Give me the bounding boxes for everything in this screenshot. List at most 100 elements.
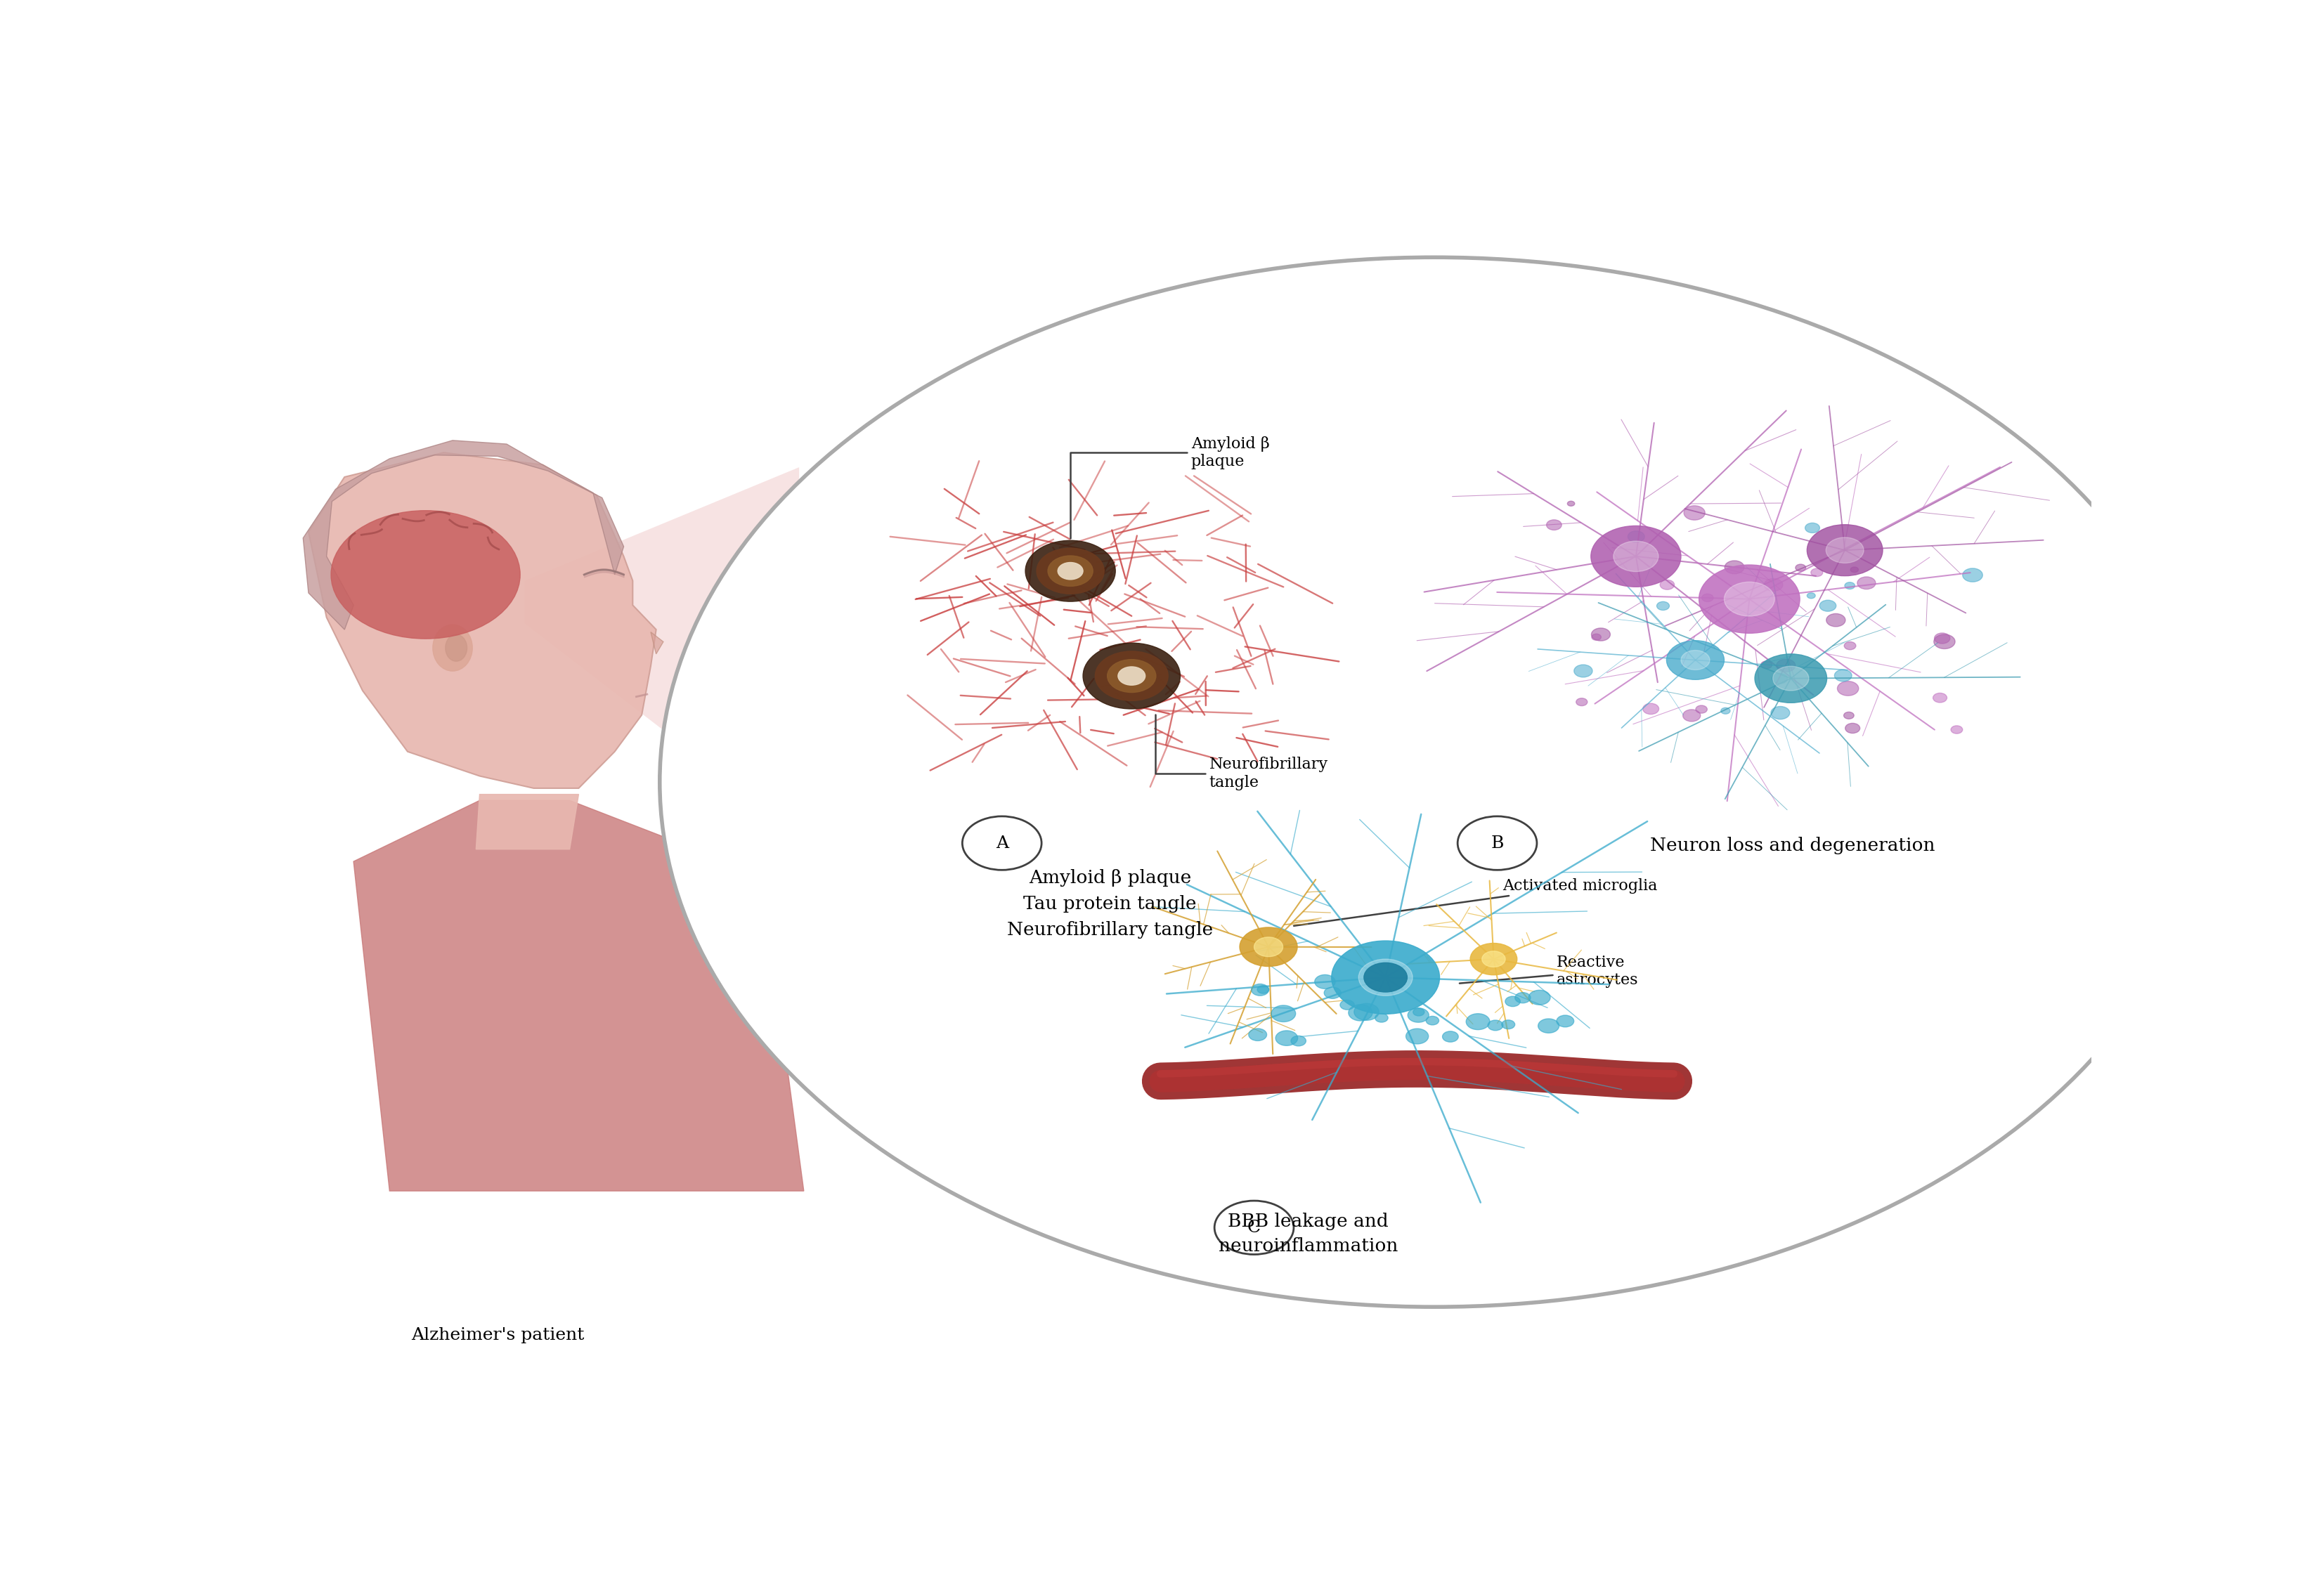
Polygon shape <box>353 800 804 1190</box>
Text: Alzheimer's patient: Alzheimer's patient <box>411 1327 583 1342</box>
Circle shape <box>1408 1008 1429 1022</box>
Circle shape <box>1355 1003 1378 1021</box>
Circle shape <box>1364 962 1408 992</box>
Circle shape <box>660 257 2208 1308</box>
Circle shape <box>1827 537 1864 563</box>
Circle shape <box>1964 569 1982 582</box>
Circle shape <box>1457 816 1536 870</box>
Circle shape <box>1934 634 1954 648</box>
Circle shape <box>1406 1029 1429 1045</box>
Circle shape <box>1592 628 1611 640</box>
Circle shape <box>1850 567 1859 572</box>
Circle shape <box>1845 642 1857 650</box>
Circle shape <box>1627 531 1645 542</box>
Circle shape <box>1083 644 1181 708</box>
Polygon shape <box>525 468 799 835</box>
PathPatch shape <box>302 441 623 629</box>
Circle shape <box>1332 941 1439 1014</box>
Circle shape <box>1810 569 1822 577</box>
Text: Activated microglia: Activated microglia <box>1294 878 1657 926</box>
Ellipse shape <box>446 634 467 661</box>
Text: BBB leakage and
neuroinflammation: BBB leakage and neuroinflammation <box>1218 1213 1397 1255</box>
Circle shape <box>1773 674 1787 683</box>
Circle shape <box>1827 613 1845 626</box>
Circle shape <box>1701 594 1713 602</box>
Circle shape <box>1683 710 1701 721</box>
Circle shape <box>1685 506 1706 520</box>
Circle shape <box>1257 986 1269 994</box>
Ellipse shape <box>330 510 521 639</box>
Circle shape <box>1697 705 1708 713</box>
Circle shape <box>1838 682 1859 696</box>
Text: Amyloid β plaque
Tau protein tangle
Neurofibrillary tangle: Amyloid β plaque Tau protein tangle Neur… <box>1006 870 1213 938</box>
Circle shape <box>1776 659 1796 672</box>
Circle shape <box>1427 1016 1439 1025</box>
Text: A: A <box>995 835 1009 851</box>
Circle shape <box>1376 1013 1387 1022</box>
Text: Reactive
astrocytes: Reactive astrocytes <box>1459 954 1638 987</box>
Circle shape <box>1248 1029 1267 1041</box>
Circle shape <box>1845 582 1855 590</box>
Circle shape <box>1501 1021 1515 1029</box>
Circle shape <box>1529 991 1550 1005</box>
Circle shape <box>1566 501 1576 506</box>
Circle shape <box>1095 651 1169 701</box>
Circle shape <box>1341 1000 1355 1010</box>
Circle shape <box>1857 577 1875 590</box>
Circle shape <box>1413 1008 1425 1016</box>
PathPatch shape <box>651 632 662 655</box>
Circle shape <box>1834 669 1852 682</box>
Circle shape <box>1666 640 1724 680</box>
Circle shape <box>1538 1019 1559 1033</box>
Circle shape <box>1106 659 1155 693</box>
Circle shape <box>1950 726 1961 734</box>
Circle shape <box>1573 664 1592 677</box>
Circle shape <box>1443 1032 1459 1041</box>
Circle shape <box>1724 561 1745 574</box>
Text: Neurofibrillary
tangle: Neurofibrillary tangle <box>1155 715 1327 791</box>
Text: C: C <box>1248 1219 1262 1236</box>
Circle shape <box>1592 526 1680 586</box>
Circle shape <box>1276 1030 1297 1046</box>
Circle shape <box>1290 1037 1306 1046</box>
Circle shape <box>1613 540 1659 572</box>
Circle shape <box>1255 937 1283 957</box>
Circle shape <box>1057 563 1083 580</box>
Circle shape <box>1720 707 1729 713</box>
Circle shape <box>1483 951 1506 967</box>
Circle shape <box>1808 593 1815 599</box>
Circle shape <box>1934 632 1950 644</box>
Circle shape <box>1515 992 1532 1003</box>
Circle shape <box>1557 1016 1573 1027</box>
Circle shape <box>1487 1021 1504 1030</box>
Circle shape <box>1325 987 1341 999</box>
Circle shape <box>1724 582 1776 617</box>
Circle shape <box>1820 601 1836 612</box>
Circle shape <box>1215 1201 1294 1254</box>
Circle shape <box>1025 540 1116 601</box>
Circle shape <box>1657 602 1669 610</box>
Circle shape <box>1773 666 1808 691</box>
Circle shape <box>1348 1005 1373 1021</box>
Circle shape <box>1806 523 1820 533</box>
Circle shape <box>1471 943 1518 975</box>
Circle shape <box>1771 707 1789 720</box>
Circle shape <box>1271 1005 1294 1022</box>
Circle shape <box>1592 634 1601 640</box>
Circle shape <box>1659 580 1673 590</box>
Circle shape <box>1466 1014 1490 1030</box>
PathPatch shape <box>309 453 655 788</box>
Circle shape <box>1762 661 1773 669</box>
Circle shape <box>1755 655 1827 702</box>
Circle shape <box>1239 927 1297 967</box>
Polygon shape <box>476 794 579 850</box>
Circle shape <box>1545 520 1562 529</box>
Circle shape <box>1576 697 1587 705</box>
Circle shape <box>1699 564 1799 634</box>
Circle shape <box>962 816 1041 870</box>
Circle shape <box>1048 556 1092 586</box>
Text: Neuron loss and degeneration: Neuron loss and degeneration <box>1650 837 1936 854</box>
Circle shape <box>1643 704 1659 715</box>
Circle shape <box>1843 712 1855 720</box>
Ellipse shape <box>432 624 472 670</box>
